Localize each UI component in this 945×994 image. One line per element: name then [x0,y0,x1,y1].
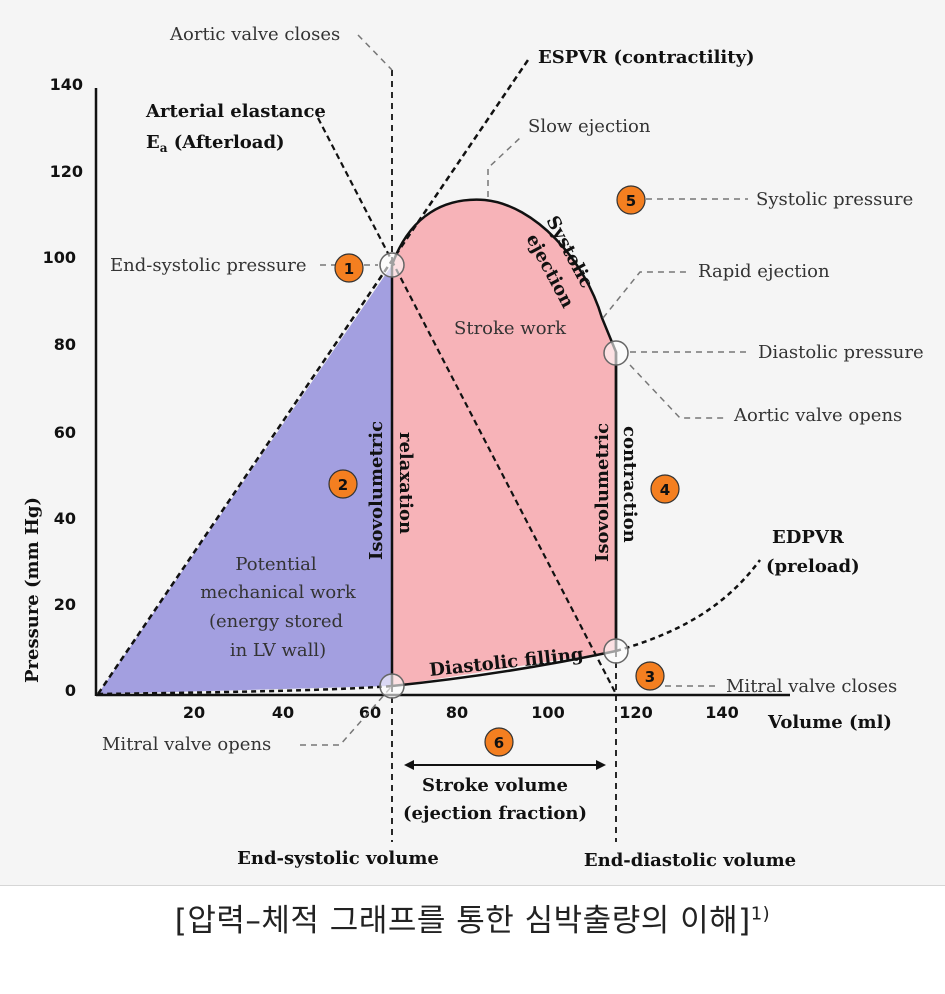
caption-footnote: 1) [750,903,771,925]
stroke-work-area [392,199,616,686]
label-end-systolic-volume: End-systolic volume [237,848,439,869]
label-espvr: ESPVR (contractility) [538,47,755,68]
label-iso-contract-1: Isovolumetric [592,423,613,562]
figure-caption: [압력–체적 그래프를 통한 심박출량의 이해]1) [0,895,945,940]
svg-text:3: 3 [645,668,655,686]
y-tick-labels: 0 20 40 60 80 100 120 140 [43,75,83,700]
phase-badges: 1 2 3 4 5 6 [328,185,680,757]
potential-work-label: Potential mechanical work (energy stored… [200,554,357,661]
diastolic-filling-curve [391,649,617,688]
label-end-systolic-pressure: End-systolic pressure [110,255,306,276]
y-tick: 0 [65,681,76,700]
x-tick: 80 [446,703,468,722]
marker-mitral-opens [379,673,405,699]
x-axis-title: Volume (ml) [767,712,892,733]
espvr-line [96,59,530,695]
y-tick: 80 [54,335,76,354]
svg-text:5: 5 [626,192,636,210]
label-stroke-volume-1: Stroke volume [422,775,568,796]
label-iso-relax-1: Isovolumetric [366,421,387,560]
badge-2: 2 [328,469,358,499]
pv-loop-figure: 0 20 40 60 80 100 120 140 20 40 60 80 10… [0,24,945,886]
label-stroke-work: Stroke work [454,318,567,339]
label-mitral-valve-opens: Mitral valve opens [102,734,271,755]
y-tick: 20 [54,595,76,614]
caption-text: [압력–체적 그래프를 통한 심박출량의 이해] [174,903,751,939]
svg-text:6: 6 [494,734,504,752]
badge-4: 4 [650,474,680,504]
edpvr-base [97,684,393,696]
x-tick: 20 [183,703,205,722]
label-slow-ejection: Slow ejection [528,116,651,137]
stroke-volume-arrow [404,760,606,770]
label-iso-relax-2: relaxation [395,432,416,534]
label-aortic-valve-opens: Aortic valve opens [733,405,902,426]
label-aortic-valve-closes: Aortic valve closes [169,24,340,45]
x-tick: 40 [272,703,294,722]
svg-text:1: 1 [344,260,354,278]
marker-esp [379,252,405,278]
y-axis-title: Pressure (mm Hg) [22,497,43,683]
label-potential-1: Potential [235,554,316,575]
y-tick: 40 [54,509,76,528]
label-mitral-valve-closes: Mitral valve closes [726,676,897,697]
badge-3: 3 [635,661,665,691]
y-tick: 60 [54,423,76,442]
label-rapid-ejection: Rapid ejection [698,261,830,282]
y-tick: 100 [43,248,76,267]
x-tick: 120 [619,703,652,722]
leader-lines [300,34,748,746]
label-systolic-pressure: Systolic pressure [756,189,913,210]
x-tick: 140 [705,703,738,722]
marker-diastolic-pressure [603,340,629,366]
label-arterial-elastance-2: Ea (Afterload) [146,132,285,155]
label-arterial-elastance-1: Arterial elastance [145,101,326,122]
x-tick: 60 [359,703,381,722]
label-potential-4: in LV wall) [230,640,326,661]
edpvr-curve [615,559,761,653]
pv-loop-outline [390,198,618,651]
label-stroke-volume-2: (ejection fraction) [403,803,587,824]
badge-1: 1 [334,253,364,283]
label-potential-3: (energy stored [209,611,343,632]
label-iso-contract-2: contraction [619,426,640,543]
badge-6: 6 [484,727,514,757]
arterial-elastance-line [317,117,617,695]
marker-mitral-closes [603,638,629,664]
label-edpvr-2: (preload) [766,556,860,577]
label-potential-2: mechanical work [200,582,357,603]
label-edpvr-1: EDPVR [772,527,845,548]
valve-markers [379,252,629,699]
badge-5: 5 [616,185,646,215]
svg-text:2: 2 [338,476,348,494]
label-end-diastolic-volume: End-diastolic volume [584,850,796,871]
pv-loop-diagram: 0 20 40 60 80 100 120 140 20 40 60 80 10… [22,24,924,871]
x-tick: 100 [531,703,564,722]
x-tick-labels: 20 40 60 80 100 120 140 [183,703,739,722]
label-diastolic-pressure: Diastolic pressure [758,342,924,363]
y-tick: 120 [50,162,83,181]
svg-text:4: 4 [660,481,670,499]
y-tick: 140 [50,75,83,94]
